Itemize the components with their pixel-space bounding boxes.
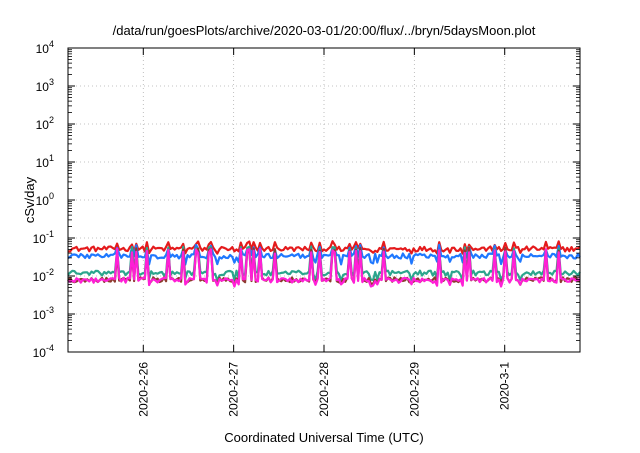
series-line-3: [67, 245, 581, 282]
series-line-5: [67, 247, 581, 288]
x-tick-label: 2020-2-28: [317, 362, 331, 417]
y-tick-label: 10-3: [33, 305, 54, 322]
y-axis-label: cSv/day: [22, 176, 37, 223]
y-tick-exponent: -3: [46, 305, 54, 315]
y-tick-label: 10-4: [33, 343, 54, 360]
series-group: [67, 240, 581, 288]
y-tick-exponent: 3: [49, 77, 54, 87]
ticks: [68, 47, 580, 353]
chart-title: /data/run/goesPlots/archive/2020-03-01/2…: [113, 23, 536, 38]
series-line-1: [68, 240, 581, 255]
y-tick-label: 10-2: [33, 267, 54, 284]
y-tick-label: 101: [36, 153, 54, 170]
grid: [68, 48, 580, 352]
y-tick-exponent: 2: [49, 115, 54, 125]
x-axis-label: Coordinated Universal Time (UTC): [224, 430, 423, 445]
x-tick-labels: 2020-2-26 2020-2-27 2020-2-28 2020-2-29 2020…: [136, 362, 511, 417]
y-tick-exponent: 4: [49, 39, 54, 49]
y-tick-exponent: 0: [49, 191, 54, 201]
y-tick-label: 103: [36, 77, 54, 94]
series-line-2: [67, 243, 581, 266]
y-tick-exponent: -4: [46, 343, 54, 353]
y-tick-exponent: 1: [49, 153, 54, 163]
y-tick-label: 104: [36, 39, 54, 56]
y-tick-exponent: -1: [46, 229, 54, 239]
y-tick-exponent: -2: [46, 267, 54, 277]
x-tick-label: 2020-3-1: [498, 362, 512, 410]
y-tick-label: 102: [36, 115, 54, 132]
x-tick-label: 2020-2-29: [407, 362, 421, 417]
x-tick-label: 2020-2-27: [227, 362, 241, 417]
y-tick-label: 100: [36, 191, 54, 208]
y-tick-label: 10-1: [33, 229, 54, 246]
x-tick-label: 2020-2-26: [136, 362, 150, 417]
